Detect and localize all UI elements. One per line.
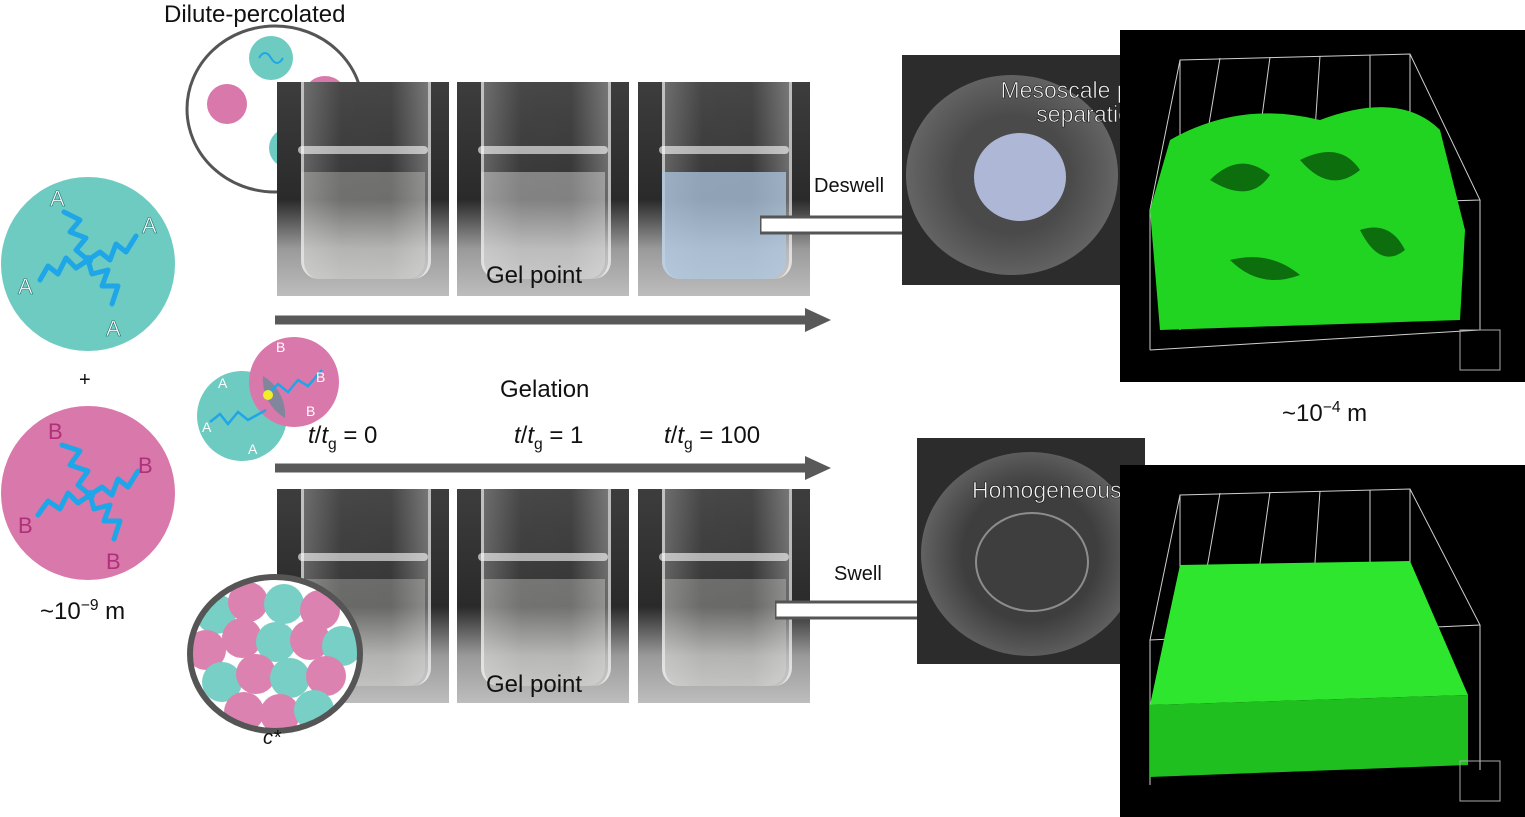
time-label-100: t/tg = 100 [664, 422, 761, 453]
mesoscale-size-label: ~10−4 m [1282, 399, 1368, 427]
end-group-a-label: A [106, 316, 121, 341]
vial-photo-top-t0 [277, 82, 449, 296]
star-polymer-b: B B B B [1, 406, 175, 580]
process-arrow-top [275, 308, 831, 332]
time-label-1: t/tg = 1 [514, 422, 584, 453]
gel-point-label-top: Gel point [486, 262, 583, 289]
end-group-b-label: B [18, 513, 33, 538]
end-group-a-label: A [218, 375, 228, 391]
dish-photo-deswelled [902, 55, 1128, 285]
end-group-b-label: B [106, 549, 121, 574]
end-group-a-label: A [248, 441, 258, 457]
molecular-scale-label: ~10−9 m [40, 597, 126, 625]
vial-photo-top-t100 [638, 82, 810, 296]
vial-photo-bottom-t1 [457, 489, 629, 703]
end-group-a-label: A [142, 213, 157, 238]
end-group-b-label: B [48, 419, 63, 444]
crosslinking-illustration: A A A B B B [197, 337, 339, 461]
dish-photo-swelled [917, 438, 1145, 664]
plus-sign: + [79, 369, 91, 391]
star-polymer-a: A A A A [1, 177, 175, 351]
vial-photo-bottom-t100 [638, 489, 810, 703]
dilute-percolated-label: Dilute-percolated [164, 1, 346, 28]
end-group-a-label: A [50, 186, 65, 211]
time-label-0: t/tg = 0 [308, 422, 378, 453]
overlap-concentration-inset [187, 574, 363, 734]
confocal-cube-homogeneous [1120, 465, 1525, 817]
confocal-cube-phase-separated [1120, 30, 1525, 382]
swell-label: Swell [834, 563, 882, 585]
deswell-label: Deswell [814, 175, 885, 197]
end-group-b-label: B [316, 369, 325, 385]
process-arrow-bottom [275, 456, 831, 480]
end-group-b-label: B [306, 403, 315, 419]
end-group-a-label: A [18, 274, 33, 299]
gel-point-label-bottom: Gel point [486, 671, 583, 698]
end-group-a-label: A [202, 419, 212, 435]
gelation-label: Gelation [500, 376, 590, 403]
vial-photo-top-t1 [457, 82, 629, 296]
c-star-label: c* [263, 727, 281, 749]
end-group-b-label: B [276, 339, 285, 355]
end-group-b-label: B [138, 453, 153, 478]
